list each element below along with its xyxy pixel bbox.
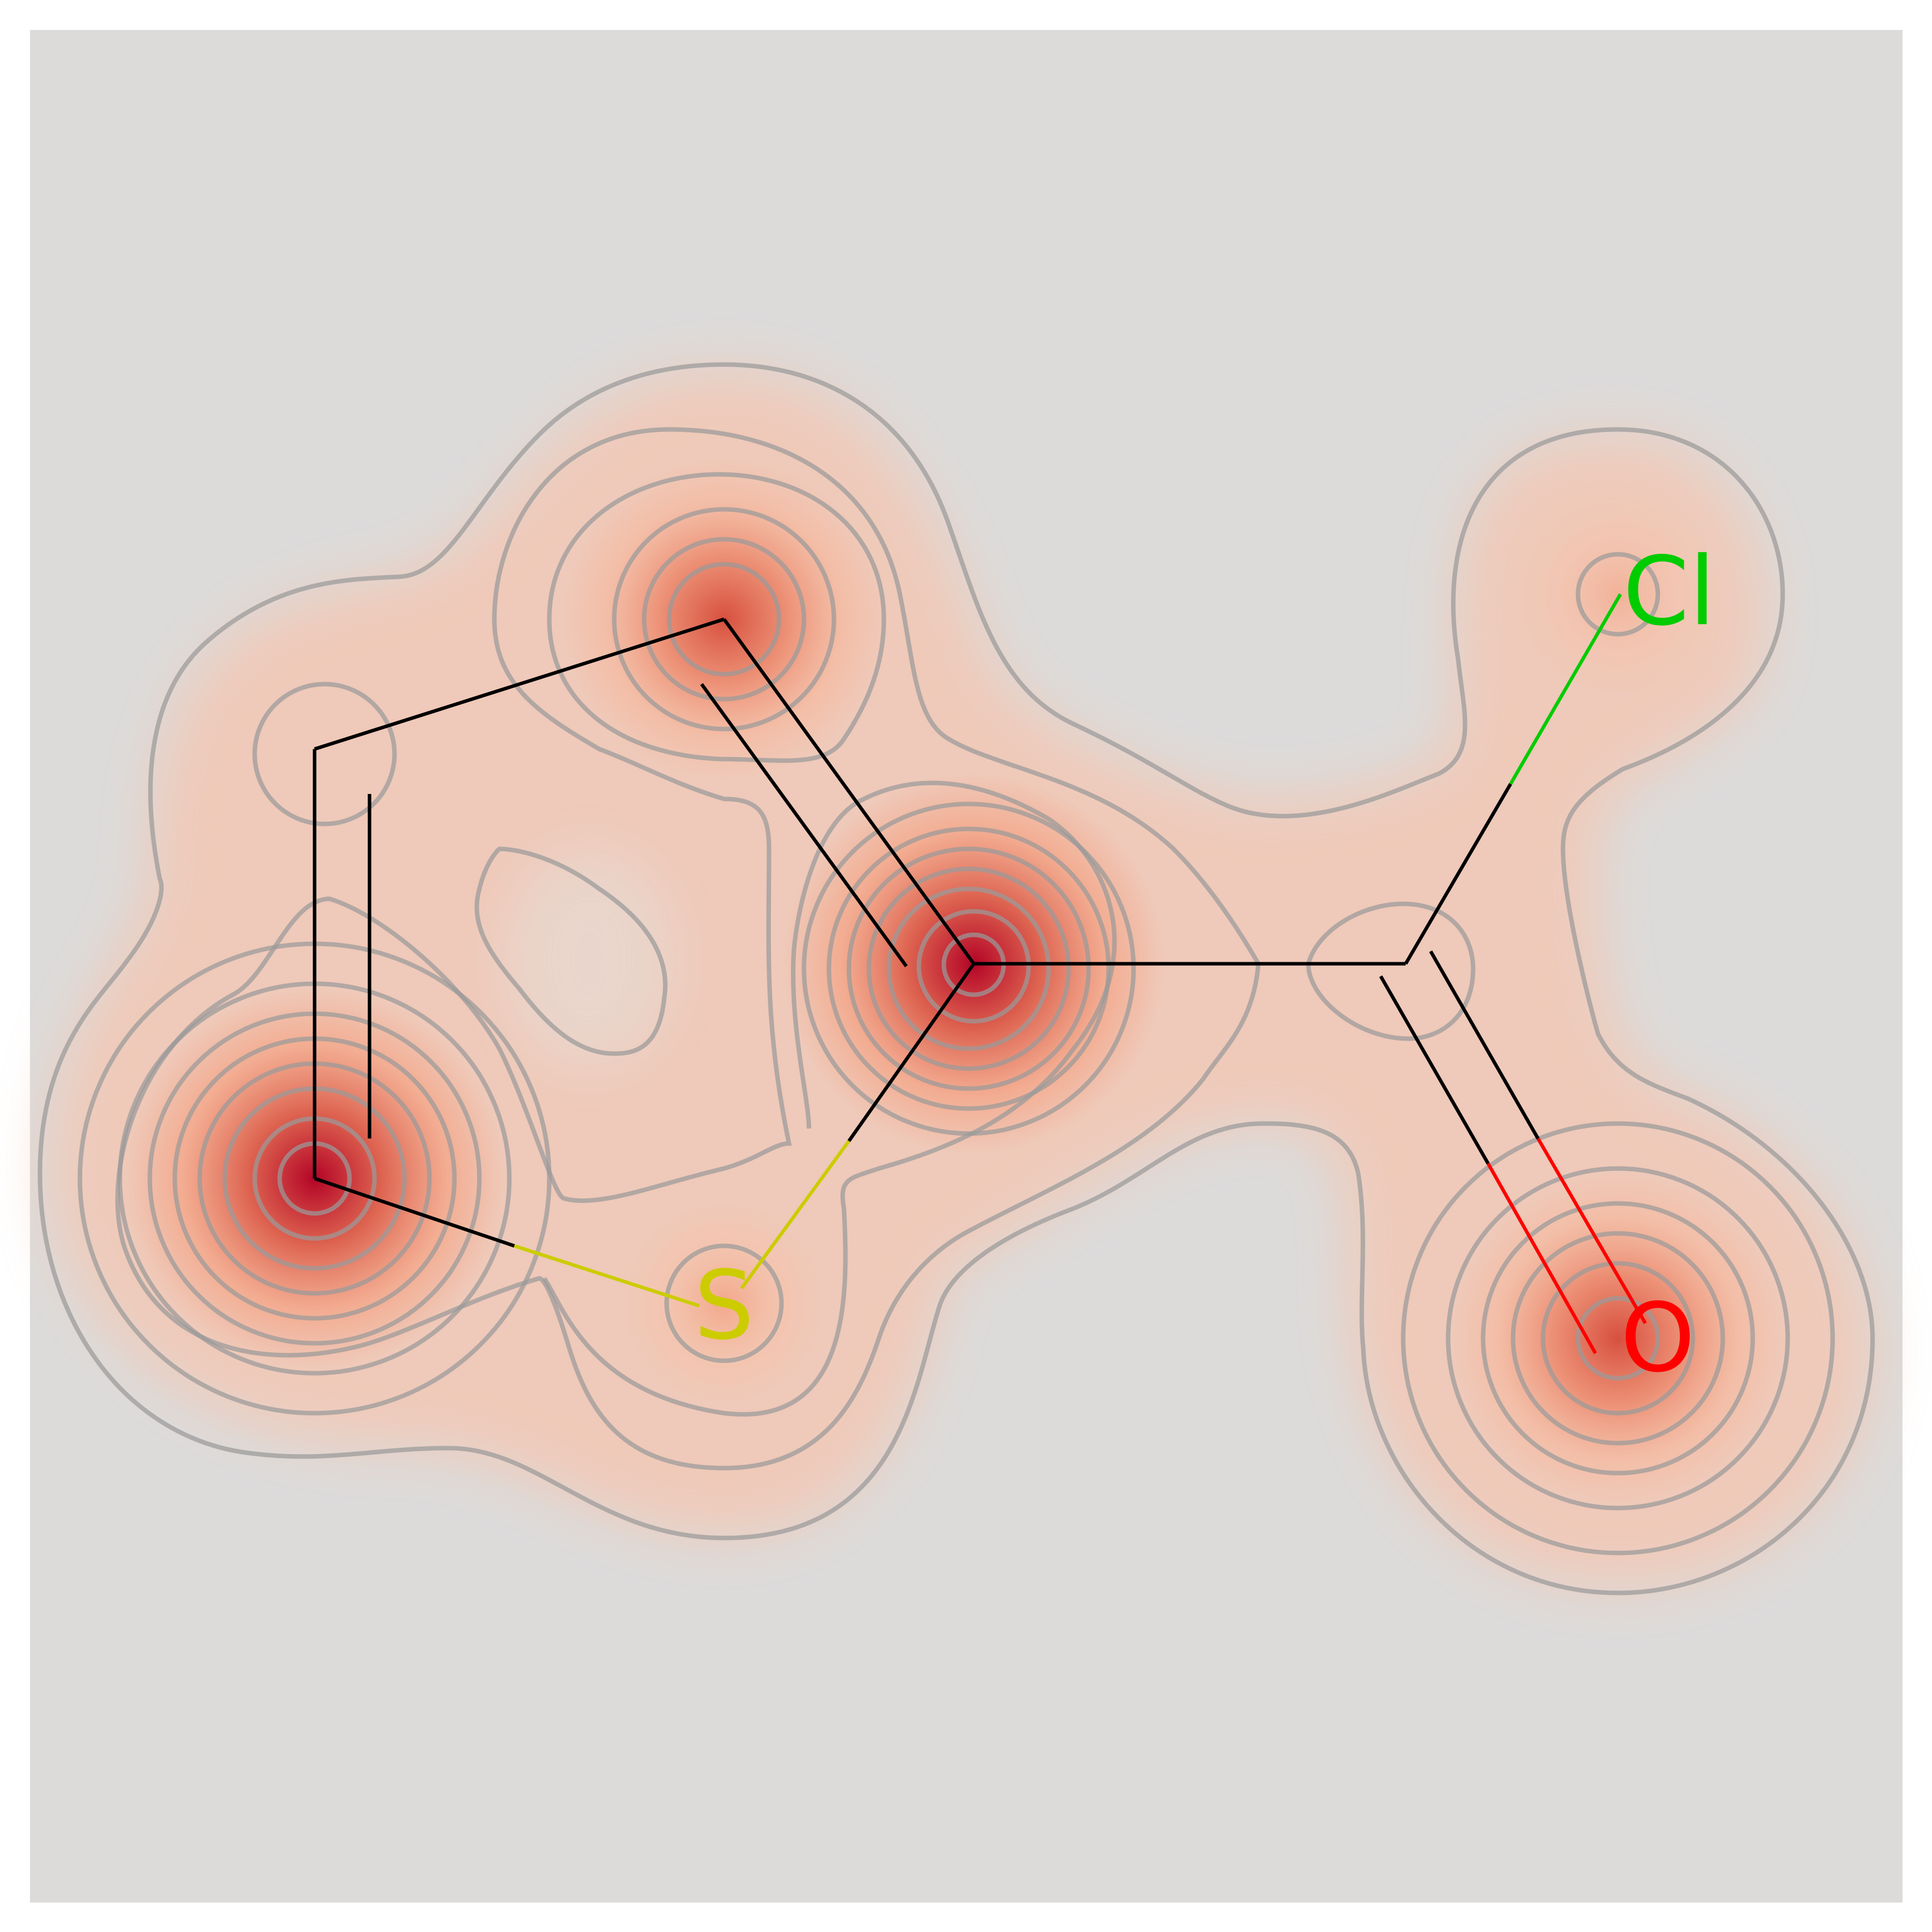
contour-s-outer — [542, 780, 1117, 1417]
contour-c4-5 — [886, 886, 1051, 1051]
bond-c3-c4-inner — [700, 683, 908, 968]
bond-c5-cl-cl — [1509, 593, 1622, 785]
atom-labels: S Cl O — [694, 536, 1716, 1393]
contour-inner-hole — [474, 846, 668, 1056]
atom-label-cl: Cl — [1623, 536, 1715, 647]
contour-c4-3 — [846, 846, 1091, 1091]
contour-c5-small — [1306, 901, 1476, 1041]
heat-spot-s — [624, 1203, 824, 1403]
bond-c5-cl-c — [1404, 783, 1513, 965]
bond-c5-o2-c — [1379, 975, 1490, 1164]
contour-o-6 — [1575, 1296, 1660, 1381]
contour-s — [664, 1243, 784, 1363]
bond-c5-o-c — [1429, 950, 1540, 1140]
contour-c3-2 — [642, 537, 806, 702]
contour-outer-left — [37, 362, 1875, 1595]
bond-c4-s-s — [740, 1140, 850, 1290]
heat-spot-ring-hole — [504, 849, 674, 1069]
contour-o-3 — [1481, 1201, 1755, 1476]
bond-c1-s-c — [314, 1176, 515, 1248]
heat-spot-cl — [1518, 494, 1718, 694]
bond-c5-o-o — [1536, 1138, 1647, 1324]
bond-c2-c3 — [314, 617, 725, 751]
bond-layer — [313, 593, 1647, 1354]
contour-c2-small — [252, 682, 397, 826]
contour-o-4 — [1511, 1231, 1725, 1446]
bond-c1-s-s — [513, 1244, 700, 1308]
contour-c4-6 — [916, 909, 1031, 1024]
contour-c3-1 — [612, 507, 836, 732]
bond-c3-c4 — [723, 618, 975, 965]
contour-c3-3 — [667, 562, 781, 677]
atom-label-o: O — [1620, 1283, 1695, 1393]
contour-o-1 — [1401, 1121, 1835, 1555]
bond-c5-o2-o — [1486, 1162, 1597, 1354]
contour-o-2 — [1446, 1166, 1790, 1511]
contour-c4-2 — [826, 826, 1111, 1111]
bond-c4-s-c — [847, 962, 975, 1143]
contour-c4-4 — [866, 866, 1071, 1071]
contour-c3-mid — [547, 472, 886, 763]
heat-spot-o — [1453, 1173, 1783, 1503]
atom-label-s: S — [694, 1250, 755, 1361]
contour-o-5 — [1541, 1261, 1695, 1416]
contour-cl-1 — [1575, 552, 1660, 637]
